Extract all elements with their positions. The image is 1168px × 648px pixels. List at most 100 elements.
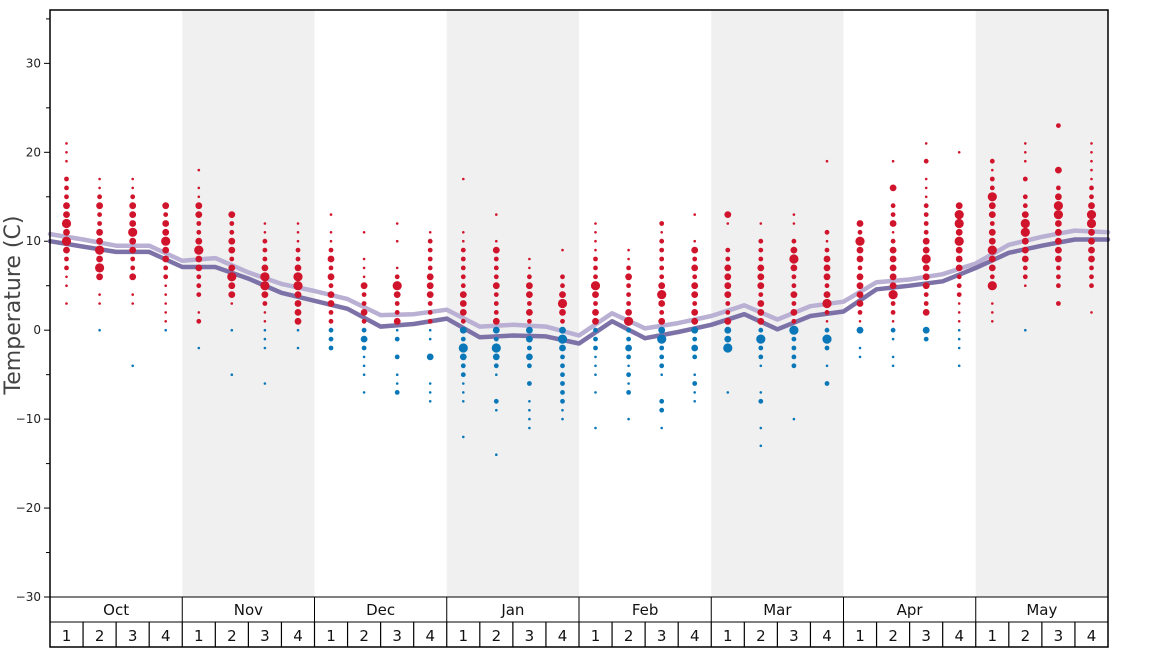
warm-point	[889, 184, 897, 192]
warm-point	[162, 255, 170, 263]
cold-point	[328, 336, 334, 342]
warm-point	[988, 264, 996, 272]
cold-point	[594, 355, 597, 359]
warm-point	[726, 222, 730, 225]
warm-point	[1089, 265, 1094, 271]
warm-point	[328, 265, 334, 271]
warm-point	[65, 275, 68, 279]
warm-point	[493, 256, 499, 262]
week-label: 2	[95, 627, 105, 645]
cold-point	[362, 364, 366, 368]
week-label: 2	[624, 627, 634, 645]
month-label-oct: Oct	[103, 601, 129, 619]
warm-point	[263, 231, 267, 234]
cold-point	[824, 381, 830, 386]
warm-point	[492, 317, 500, 325]
week-label: 4	[161, 627, 171, 645]
cold-point	[528, 417, 531, 421]
warm-point	[426, 273, 434, 281]
week-label: 1	[459, 627, 469, 645]
warm-point	[627, 257, 630, 261]
warm-point	[891, 231, 895, 234]
cold-point	[891, 337, 895, 341]
warm-point	[659, 265, 665, 271]
warm-point	[1090, 168, 1093, 172]
cold-point	[890, 327, 896, 333]
cold-point	[758, 345, 764, 351]
warm-point	[164, 320, 167, 323]
cold-point	[659, 354, 665, 360]
cold-point	[493, 363, 499, 369]
week-label: 4	[558, 627, 568, 645]
warm-point	[692, 301, 698, 306]
cold-point	[495, 453, 498, 457]
warm-point	[989, 176, 995, 182]
x-axis: Oct Nov Dec Jan Feb Mar Apr May 1 2 3 4 1 2 3 4 1 2 3 4 1 2 3 4…	[50, 596, 1108, 647]
warm-point	[857, 229, 863, 235]
warm-point	[691, 246, 699, 254]
cold-point	[460, 372, 466, 378]
cold-point	[659, 407, 665, 413]
warm-point	[891, 159, 895, 163]
cold-point	[759, 426, 763, 430]
warm-point	[526, 282, 533, 290]
warm-point	[954, 210, 964, 220]
cold-point	[394, 336, 400, 342]
warm-point	[988, 228, 996, 236]
cold-point	[660, 426, 663, 430]
warm-point	[657, 290, 667, 300]
warm-point	[792, 222, 796, 225]
warm-point	[890, 310, 896, 315]
warm-point	[724, 291, 732, 298]
warm-point	[1053, 210, 1063, 220]
warm-point	[131, 293, 134, 296]
warm-point	[327, 255, 335, 263]
warm-point	[195, 211, 203, 219]
warm-point	[95, 263, 105, 273]
warm-point	[725, 247, 731, 253]
warm-point	[1024, 284, 1027, 288]
warm-point	[393, 317, 401, 325]
warm-point	[528, 257, 531, 261]
cold-point	[394, 354, 400, 360]
warm-point	[791, 283, 797, 289]
warm-point	[492, 246, 500, 254]
cold-point	[923, 336, 929, 342]
cold-point	[462, 382, 465, 385]
warm-point	[923, 212, 929, 218]
week-label: 1	[988, 627, 998, 645]
warm-point	[1089, 185, 1094, 191]
warm-point	[1086, 218, 1097, 229]
warm-point	[361, 318, 367, 324]
cold-point	[528, 408, 531, 412]
warm-point	[527, 318, 532, 324]
warm-point	[825, 320, 829, 323]
series-lower_line	[47, 237, 1111, 346]
warm-point	[1024, 151, 1027, 154]
warm-point	[460, 274, 466, 280]
warm-point	[923, 229, 929, 235]
warm-point	[560, 283, 565, 289]
warm-point	[130, 265, 136, 271]
warm-point	[197, 168, 201, 172]
warm-point	[328, 247, 334, 253]
cold-point	[98, 328, 101, 332]
cold-point	[824, 345, 830, 351]
cold-point	[526, 353, 533, 361]
cold-point	[263, 346, 267, 350]
warm-point	[362, 257, 366, 261]
warm-point	[394, 274, 400, 280]
warm-point	[658, 282, 666, 290]
cold-point	[361, 345, 367, 351]
warm-point	[593, 301, 598, 306]
warm-point	[462, 177, 465, 181]
warm-point	[989, 221, 995, 226]
cold-point	[428, 337, 432, 341]
warm-point	[1022, 194, 1028, 200]
warm-point	[1020, 227, 1030, 237]
warm-point	[195, 264, 203, 272]
warm-point	[293, 281, 303, 291]
warm-point	[625, 273, 632, 281]
warm-point	[296, 231, 300, 234]
warm-point	[362, 231, 366, 234]
